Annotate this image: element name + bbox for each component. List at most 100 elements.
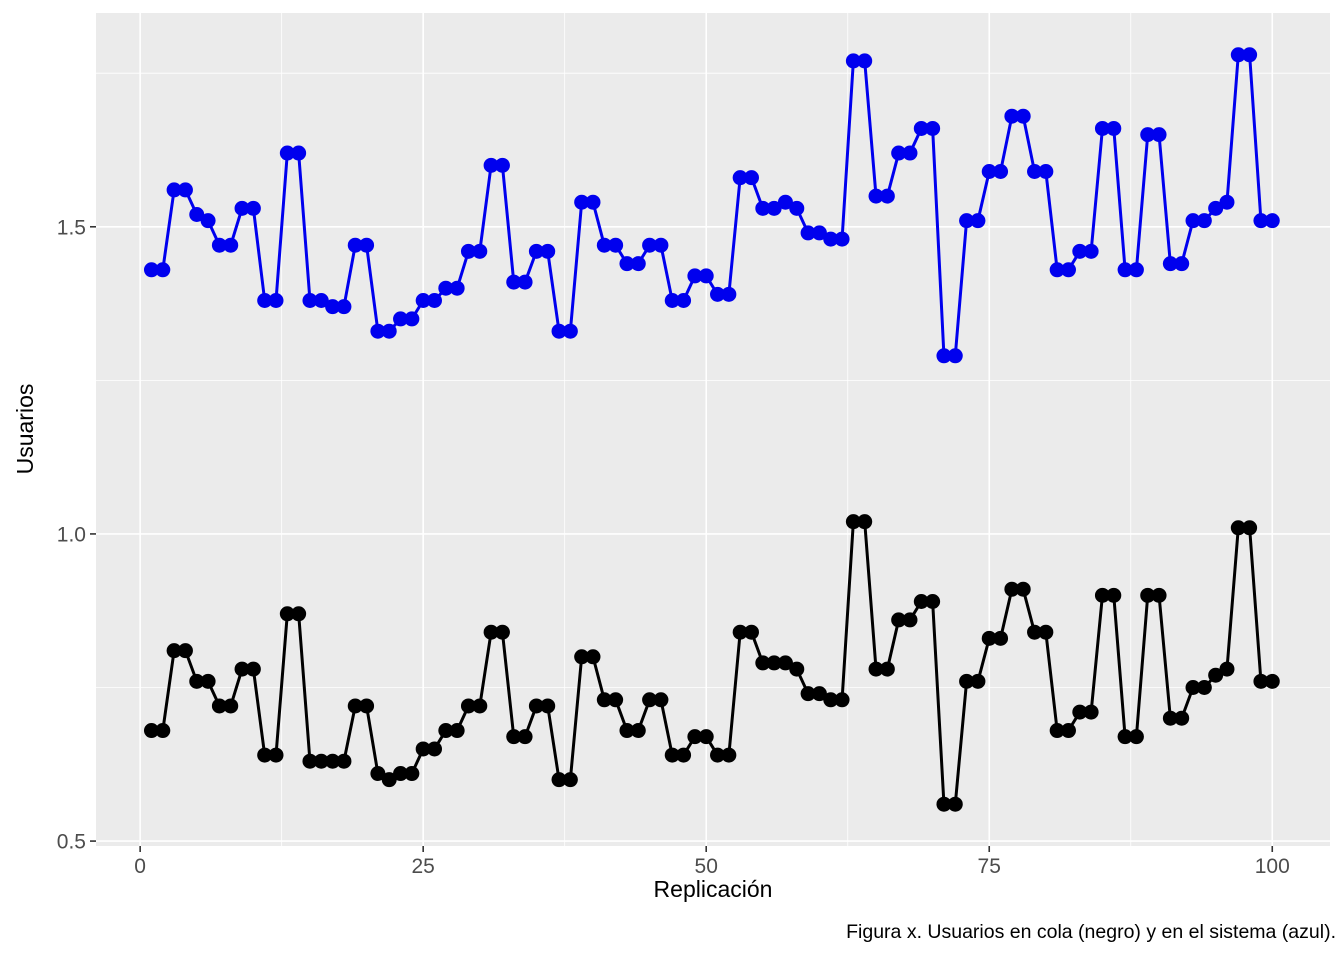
data-point (359, 237, 375, 253)
data-point (1219, 194, 1235, 210)
data-point (653, 237, 669, 253)
data-point (460, 243, 476, 259)
data-point (528, 243, 544, 259)
data-point (177, 643, 193, 659)
y-tick-label: 0.5 (57, 831, 86, 854)
data-point (257, 292, 273, 308)
data-point (189, 673, 205, 689)
data-point (1242, 520, 1258, 536)
data-point (574, 649, 590, 665)
data-point (381, 323, 397, 339)
data-point (211, 237, 227, 253)
data-point (325, 753, 341, 769)
data-point (494, 624, 510, 640)
data-point (155, 262, 171, 278)
data-point (755, 655, 771, 671)
data-point (1253, 213, 1269, 229)
data-point (1264, 213, 1280, 229)
data-point (1015, 108, 1031, 124)
data-point (925, 594, 941, 610)
data-point (698, 729, 714, 745)
data-point (574, 194, 590, 210)
data-point (483, 624, 499, 640)
data-point (325, 299, 341, 315)
data-point (811, 225, 827, 241)
data-point (1230, 47, 1246, 63)
data-point (743, 624, 759, 640)
data-point (155, 723, 171, 739)
data-point (268, 292, 284, 308)
x-axis-title: Replicación (653, 876, 773, 902)
data-point (981, 630, 997, 646)
data-point (449, 280, 465, 296)
data-point (313, 292, 329, 308)
data-point (336, 753, 352, 769)
data-point (189, 206, 205, 222)
data-point (245, 661, 261, 677)
data-point (1015, 581, 1031, 597)
data-point (1128, 262, 1144, 278)
data-point (936, 796, 952, 812)
y-tick-labels: 0.5 1.0 1.5 (57, 216, 86, 853)
data-point (1174, 710, 1190, 726)
data-point (245, 200, 261, 216)
data-point (211, 698, 227, 714)
data-point (506, 729, 522, 745)
y-axis-title: Usuarios (12, 383, 38, 475)
data-point (1027, 163, 1043, 179)
data-point (1253, 673, 1269, 689)
data-point (1004, 581, 1020, 597)
data-point (1264, 673, 1280, 689)
data-point (1117, 729, 1133, 745)
data-point (1140, 127, 1156, 143)
data-point (347, 237, 363, 253)
data-point (619, 723, 635, 739)
data-point (336, 299, 352, 315)
data-point (291, 606, 307, 622)
data-point (970, 673, 986, 689)
data-point (1083, 243, 1099, 259)
y-tick-label: 1.5 (57, 216, 86, 239)
data-point (279, 145, 295, 161)
data-point (143, 262, 159, 278)
data-point (1162, 710, 1178, 726)
data-point (902, 612, 918, 628)
data-point (664, 292, 680, 308)
data-point (755, 200, 771, 216)
x-tick-label: 25 (412, 855, 435, 878)
data-point (1027, 624, 1043, 640)
data-point (1208, 200, 1224, 216)
data-point (676, 747, 692, 763)
data-point (596, 237, 612, 253)
data-point (834, 231, 850, 247)
data-point (551, 323, 567, 339)
data-point (947, 348, 963, 364)
data-point (415, 741, 431, 757)
y-tick-label: 1.0 (57, 523, 86, 546)
data-point (981, 163, 997, 179)
data-point (1038, 163, 1054, 179)
data-point (143, 723, 159, 739)
data-point (494, 157, 510, 173)
data-point (913, 120, 929, 136)
data-point (925, 120, 941, 136)
data-point (1117, 262, 1133, 278)
data-point (370, 766, 386, 782)
data-point (1094, 120, 1110, 136)
data-point (427, 741, 443, 757)
data-point (698, 268, 714, 284)
data-point (381, 772, 397, 788)
data-point (687, 268, 703, 284)
data-point (506, 274, 522, 290)
data-point (676, 292, 692, 308)
data-point (868, 188, 884, 204)
data-point (857, 514, 873, 530)
x-tick-label: 75 (978, 855, 1001, 878)
data-point (472, 698, 488, 714)
data-point (608, 237, 624, 253)
data-point (936, 348, 952, 364)
data-point (551, 772, 567, 788)
data-point (608, 692, 624, 708)
